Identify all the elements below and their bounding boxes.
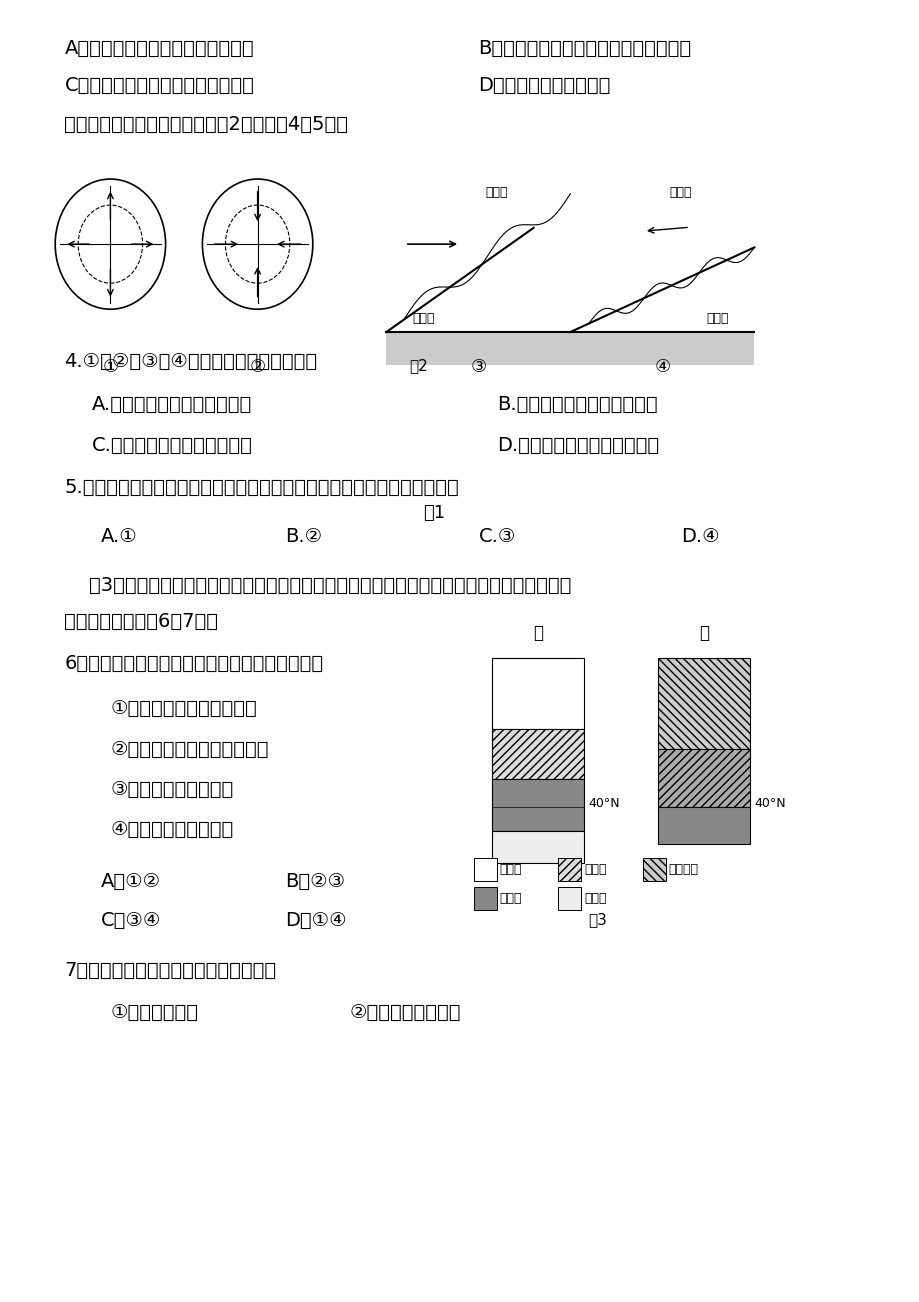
Text: ①喜马拉雅山雪线高度上升: ①喜马拉雅山雪线高度上升 (110, 699, 257, 719)
Text: 甲: 甲 (533, 624, 542, 642)
Text: ④: ④ (653, 358, 670, 376)
Text: 图3中的甲为某大陆局部地域自然带分布现状示意图，乙为该地域未来可能出现的自然带分布: 图3中的甲为某大陆局部地域自然带分布现状示意图，乙为该地域未来可能出现的自然带分… (64, 575, 571, 595)
Text: 读下面四幅天气系统示意图（图2），回答4～5题。: 读下面四幅天气系统示意图（图2），回答4～5题。 (64, 115, 348, 134)
Bar (558, 858, 581, 881)
Bar (492, 729, 584, 779)
Text: ②俄罗斯利于农耕的面积扩大: ②俄罗斯利于农耕的面积扩大 (110, 740, 268, 759)
Text: 5.四种天气系统中，与我国夏秋季节东南沿海出现的台风有关的天气系统是: 5.四种天气系统中，与我国夏秋季节东南沿海出现的台风有关的天气系统是 (64, 478, 459, 497)
Text: 荒漠带: 荒漠带 (584, 892, 606, 905)
Text: ③旱涝等自然灾害减少: ③旱涝等自然灾害减少 (110, 780, 233, 799)
Text: ①大量毁林开荒: ①大量毁林开荒 (110, 1003, 199, 1022)
Text: 图3: 图3 (588, 913, 607, 927)
Text: 4.①、②、③、④所表示的天气系统分别是: 4.①、②、③、④所表示的天气系统分别是 (64, 352, 317, 371)
Bar (657, 807, 749, 844)
Text: 40°N: 40°N (754, 797, 785, 810)
Text: ①: ① (102, 358, 119, 376)
Text: D.④: D.④ (680, 527, 719, 547)
Text: B．西藏伤亡较小是因为震级比尼泊尔小: B．西藏伤亡较小是因为震级比尼泊尔小 (478, 39, 691, 59)
Text: 冷气团: 冷气团 (706, 312, 728, 326)
Text: 冰原带: 冰原带 (499, 863, 521, 876)
Text: 暖气团: 暖气团 (485, 186, 507, 198)
Text: 乙: 乙 (698, 624, 708, 642)
Text: ③: ③ (470, 358, 486, 376)
Bar (492, 779, 584, 831)
Text: A．①②: A．①② (101, 872, 161, 892)
Text: 冷气团: 冷气团 (412, 312, 434, 326)
Text: 针叶林带: 针叶林带 (668, 863, 698, 876)
Bar (558, 887, 581, 910)
Bar (657, 749, 749, 807)
Text: A．位于亚欧板块和太平洋板块之间: A．位于亚欧板块和太平洋板块之间 (64, 39, 254, 59)
Bar (642, 858, 665, 881)
Text: 图1: 图1 (423, 504, 445, 522)
Text: 暖气团: 暖气团 (669, 186, 691, 198)
Text: D.反气旋、气旋、暖锋、冷锋: D.反气旋、气旋、暖锋、冷锋 (496, 436, 658, 456)
Text: C．③④: C．③④ (101, 911, 162, 931)
Text: ④全球各地降水量增加: ④全球各地降水量增加 (110, 820, 233, 840)
Text: C.气旋、反气旋、暖锋、冷锋: C.气旋、反气旋、暖锋、冷锋 (92, 436, 253, 456)
Text: B.②: B.② (285, 527, 322, 547)
Text: D．①④: D．①④ (285, 911, 346, 931)
Bar (657, 658, 749, 749)
Text: 7．造成图示变化过程的人类活动可能为: 7．造成图示变化过程的人类活动可能为 (64, 961, 277, 980)
Text: B．②③: B．②③ (285, 872, 345, 892)
Text: ②大力发展清洁生产: ②大力发展清洁生产 (349, 1003, 460, 1022)
Bar (492, 831, 584, 863)
Bar (473, 858, 496, 881)
Text: A.反气旋、气旋、冷锋、暖锋: A.反气旋、气旋、冷锋、暖锋 (92, 395, 252, 414)
Text: C.③: C.③ (478, 527, 516, 547)
Bar (492, 658, 584, 729)
Text: ②: ② (249, 358, 266, 376)
Text: 苔原带: 苔原带 (584, 863, 606, 876)
Text: 6．导致自然带图示变化过程的原因，还可能造成: 6．导致自然带图示变化过程的原因，还可能造成 (64, 654, 323, 673)
Text: C．位于亚欧板块和印度洋板块之间: C．位于亚欧板块和印度洋板块之间 (64, 76, 254, 95)
Text: 草原带: 草原带 (499, 892, 521, 905)
Text: 图2: 图2 (409, 358, 427, 374)
Text: A.①: A.① (101, 527, 138, 547)
Bar (473, 887, 496, 910)
Text: 示意图。读图完成6～7题。: 示意图。读图完成6～7题。 (64, 612, 218, 631)
Bar (570, 332, 754, 365)
Text: D．震源位于上地幔之中: D．震源位于上地幔之中 (478, 76, 610, 95)
Bar (386, 332, 570, 365)
Text: 40°N: 40°N (588, 797, 619, 810)
Text: B.气旋、反气旋、冷锋、暖锋: B.气旋、反气旋、冷锋、暖锋 (496, 395, 657, 414)
